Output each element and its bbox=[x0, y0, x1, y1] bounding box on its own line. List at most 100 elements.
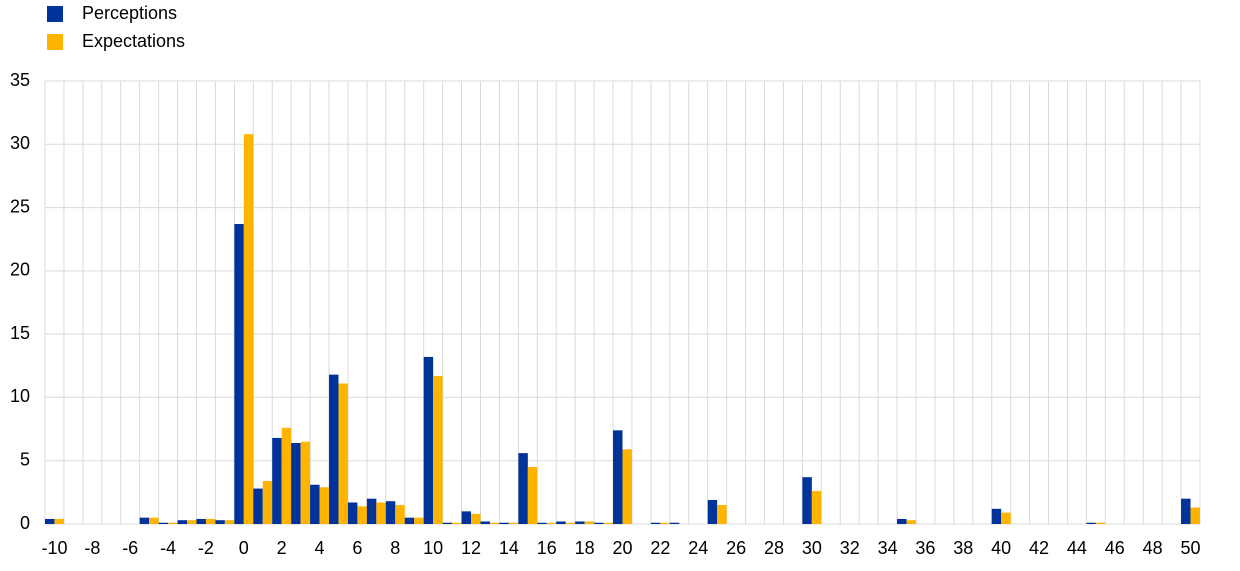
legend-label: Expectations bbox=[82, 31, 185, 51]
x-tick-label: 20 bbox=[612, 538, 632, 558]
legend-label: Perceptions bbox=[82, 3, 177, 23]
bar bbox=[54, 518, 64, 524]
x-tick-label: 24 bbox=[688, 538, 708, 558]
bar bbox=[650, 522, 661, 524]
bar bbox=[442, 522, 453, 524]
bar bbox=[508, 522, 519, 524]
x-tick-label: -8 bbox=[84, 538, 100, 558]
x-tick-label: -6 bbox=[122, 538, 138, 558]
x-tick-label: 2 bbox=[277, 538, 287, 558]
bar bbox=[395, 505, 405, 524]
bar bbox=[196, 518, 206, 524]
x-tick-label: 0 bbox=[239, 538, 249, 558]
x-tick-label: 40 bbox=[991, 538, 1011, 558]
bar bbox=[291, 442, 301, 524]
bar bbox=[433, 375, 443, 524]
bar bbox=[357, 506, 367, 524]
x-tick-label: 14 bbox=[499, 538, 519, 558]
bar bbox=[347, 502, 358, 524]
legend-swatch bbox=[47, 6, 63, 22]
bar bbox=[471, 513, 481, 524]
bar bbox=[622, 449, 632, 524]
x-tick-label: 44 bbox=[1067, 538, 1087, 558]
x-tick-label: 4 bbox=[315, 538, 325, 558]
x-tick-label: 26 bbox=[726, 538, 746, 558]
x-tick-label: 34 bbox=[878, 538, 898, 558]
bar bbox=[319, 487, 330, 524]
bar bbox=[1086, 522, 1096, 524]
x-tick-label: 18 bbox=[575, 538, 595, 558]
bar bbox=[546, 522, 557, 524]
x-tick-label: 50 bbox=[1181, 538, 1201, 558]
x-tick-label: 46 bbox=[1105, 538, 1125, 558]
bar bbox=[338, 383, 348, 524]
x-tick-label: 8 bbox=[390, 538, 400, 558]
bar bbox=[300, 441, 311, 524]
bar bbox=[717, 505, 727, 524]
x-tick-label: -2 bbox=[198, 538, 214, 558]
bar bbox=[376, 502, 386, 524]
bar bbox=[565, 522, 576, 524]
bar bbox=[518, 453, 528, 524]
bar bbox=[1190, 507, 1200, 524]
bar bbox=[414, 517, 424, 524]
bar bbox=[158, 522, 169, 524]
bar bbox=[385, 501, 396, 524]
x-tick-label: 30 bbox=[802, 538, 822, 558]
bar bbox=[802, 477, 812, 524]
bar bbox=[366, 498, 377, 524]
legend-swatch bbox=[47, 34, 63, 50]
bar bbox=[669, 522, 680, 524]
x-tick-label: 28 bbox=[764, 538, 784, 558]
bar bbox=[603, 522, 614, 524]
bar bbox=[906, 520, 916, 524]
bar bbox=[215, 520, 225, 524]
y-tick-label: 20 bbox=[10, 260, 30, 280]
bar bbox=[45, 518, 55, 524]
x-tick-label: -4 bbox=[160, 538, 176, 558]
bar bbox=[272, 437, 282, 524]
y-tick-label: 35 bbox=[10, 70, 30, 90]
bar bbox=[262, 480, 273, 524]
x-tick-label: 48 bbox=[1143, 538, 1163, 558]
bar bbox=[811, 491, 822, 524]
bar bbox=[149, 517, 159, 524]
bar bbox=[556, 521, 566, 524]
y-tick-label: 10 bbox=[10, 386, 30, 406]
bar bbox=[537, 522, 547, 524]
bar bbox=[177, 520, 188, 524]
bar bbox=[575, 521, 585, 524]
bar bbox=[168, 522, 178, 524]
bar bbox=[707, 499, 718, 524]
bar bbox=[329, 374, 339, 524]
bar bbox=[660, 522, 670, 524]
x-tick-label: 22 bbox=[650, 538, 670, 558]
y-tick-label: 25 bbox=[10, 196, 30, 216]
x-tick-label: 10 bbox=[423, 538, 443, 558]
bar bbox=[423, 356, 434, 524]
bar bbox=[489, 522, 500, 524]
bar bbox=[594, 522, 604, 524]
bar bbox=[461, 511, 472, 524]
x-tick-label: 12 bbox=[461, 538, 481, 558]
y-tick-label: 0 bbox=[20, 513, 30, 533]
bar bbox=[527, 467, 538, 524]
bar bbox=[310, 484, 320, 524]
bar bbox=[480, 521, 490, 524]
bar bbox=[253, 488, 263, 524]
bar bbox=[1181, 498, 1191, 524]
x-tick-label: 6 bbox=[352, 538, 362, 558]
y-tick-label: 15 bbox=[10, 323, 30, 343]
y-tick-label: 30 bbox=[10, 133, 30, 153]
bar bbox=[991, 508, 1002, 524]
y-tick-label: 5 bbox=[20, 449, 30, 469]
x-tick-label: 16 bbox=[537, 538, 557, 558]
bar bbox=[139, 517, 150, 524]
bar bbox=[281, 427, 292, 524]
x-tick-label: 42 bbox=[1029, 538, 1049, 558]
x-tick-label: -10 bbox=[41, 538, 67, 558]
x-tick-label: 32 bbox=[840, 538, 860, 558]
x-tick-label: 36 bbox=[915, 538, 935, 558]
bar bbox=[205, 518, 216, 524]
